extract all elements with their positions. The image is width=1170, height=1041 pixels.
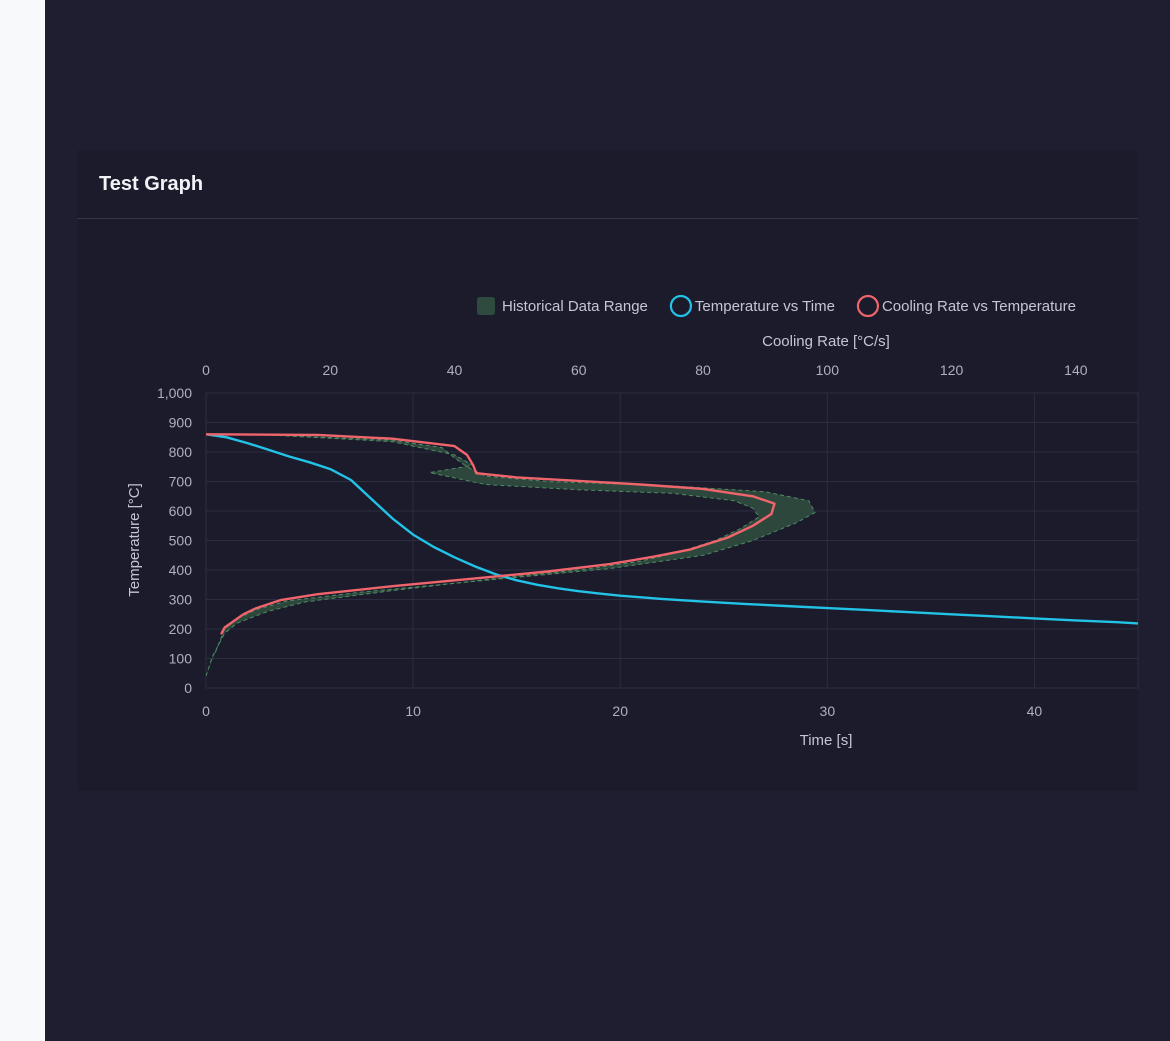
series-lines bbox=[206, 433, 1138, 635]
x-tick-label: 40 bbox=[1027, 703, 1043, 719]
legend-swatch-historical-range bbox=[477, 297, 495, 315]
y-tick-label: 600 bbox=[169, 503, 193, 519]
legend-label: Cooling Rate vs Temperature bbox=[882, 298, 1076, 315]
y-tick-label: 200 bbox=[169, 621, 193, 637]
legend-label: Historical Data Range bbox=[502, 298, 648, 315]
y-tick-label: 500 bbox=[169, 533, 193, 549]
y-tick-label: 100 bbox=[169, 651, 193, 667]
y-tick-label: 0 bbox=[184, 680, 192, 696]
y-tick-label: 300 bbox=[169, 592, 193, 608]
y-tick-label: 1,000 bbox=[157, 385, 192, 401]
chart-card: Test Graph bbox=[77, 150, 1138, 791]
range-band-lower bbox=[206, 434, 760, 677]
y-tick-label: 700 bbox=[169, 474, 193, 490]
x-tick-label: 0 bbox=[202, 703, 210, 719]
app-main: Test Graph bbox=[45, 0, 1170, 1041]
x-tick-label: 10 bbox=[405, 703, 421, 719]
x-top-tick-label: 60 bbox=[571, 362, 587, 378]
x-top-tick-label: 140 bbox=[1064, 362, 1088, 378]
x-top-axis-label: Cooling Rate [°C/s] bbox=[762, 333, 890, 350]
x-top-tick-label: 40 bbox=[447, 362, 463, 378]
x-tick-label: 20 bbox=[612, 703, 628, 719]
range-band-upper bbox=[214, 434, 816, 653]
x-top-tick-label: 0 bbox=[202, 362, 210, 378]
chart-legend: Historical Data Range Temperature vs Time… bbox=[477, 294, 1076, 318]
range-band-area bbox=[206, 434, 815, 677]
card-header: Test Graph bbox=[77, 150, 1138, 219]
historical-range-band bbox=[206, 434, 816, 677]
y-tick-label: 900 bbox=[169, 415, 193, 431]
y-axis-label: Temperature [°C] bbox=[126, 483, 143, 597]
x-top-tick-label: 20 bbox=[322, 362, 338, 378]
legend-label: Temperature vs Time bbox=[695, 298, 835, 315]
x-tick-label: 30 bbox=[820, 703, 836, 719]
x-top-tick-label: 100 bbox=[816, 362, 840, 378]
y-tick-label: 400 bbox=[169, 562, 193, 578]
series-line-temperature-vs-time bbox=[206, 433, 1138, 625]
x-top-tick-label: 120 bbox=[940, 362, 964, 378]
x-top-tick-label: 80 bbox=[695, 362, 711, 378]
series-line-cooling-rate-vs-temperature bbox=[206, 433, 776, 635]
y-tick-label: 800 bbox=[169, 444, 193, 460]
card-title: Test Graph bbox=[99, 172, 204, 195]
legend-swatch-cooling-rate bbox=[856, 294, 880, 318]
legend-swatch-temperature bbox=[669, 294, 693, 318]
x-axis-label: Time [s] bbox=[800, 732, 853, 749]
